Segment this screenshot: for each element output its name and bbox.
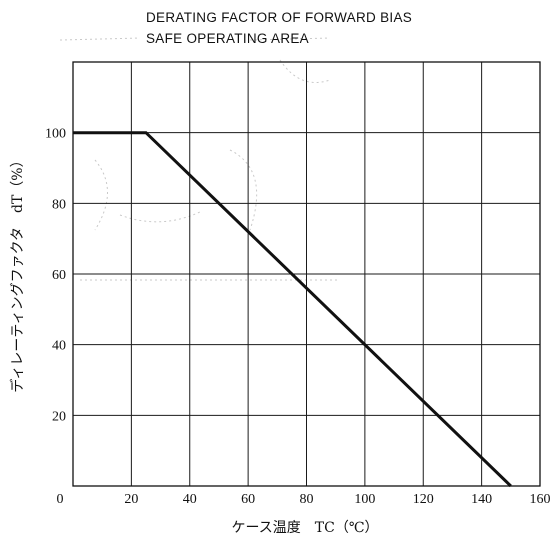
- x-tick-label: 140: [471, 492, 492, 507]
- y-tick-label: 60: [52, 268, 66, 283]
- x-tick-labels: 0 20 40 60 80 100 120 140 160: [57, 492, 551, 507]
- gridlines: [73, 62, 540, 486]
- x-tick-label: 100: [354, 492, 375, 507]
- y-tick-label: 80: [52, 197, 66, 212]
- scan-artifacts: [59, 37, 340, 281]
- derating-curve: [73, 131, 512, 488]
- x-tick-label: 120: [413, 492, 434, 507]
- y-tick-label: 100: [45, 127, 66, 142]
- y-tick-label: 20: [52, 409, 66, 424]
- x-axis-label: ケース温度 TC（℃）: [231, 520, 378, 536]
- y-tick-labels: 20 40 60 80 100: [45, 127, 66, 425]
- x-tick-label: 40: [183, 492, 197, 507]
- chart-title-line-1: DERATING FACTOR OF FORWARD BIAS: [146, 10, 412, 25]
- x-tick-label: 20: [124, 492, 138, 507]
- y-axis-label: ディレーティングファクタ dT（%）: [9, 153, 26, 392]
- plot-frame: [72, 61, 541, 487]
- x-tick-label: 0: [57, 492, 64, 507]
- x-tick-label: 60: [241, 492, 255, 507]
- x-tick-label: 160: [530, 492, 551, 507]
- chart-title-line-2: SAFE OPERATING AREA: [146, 31, 309, 46]
- y-tick-label: 40: [52, 339, 66, 354]
- series-layer: [73, 131, 512, 488]
- x-tick-label: 80: [300, 492, 314, 507]
